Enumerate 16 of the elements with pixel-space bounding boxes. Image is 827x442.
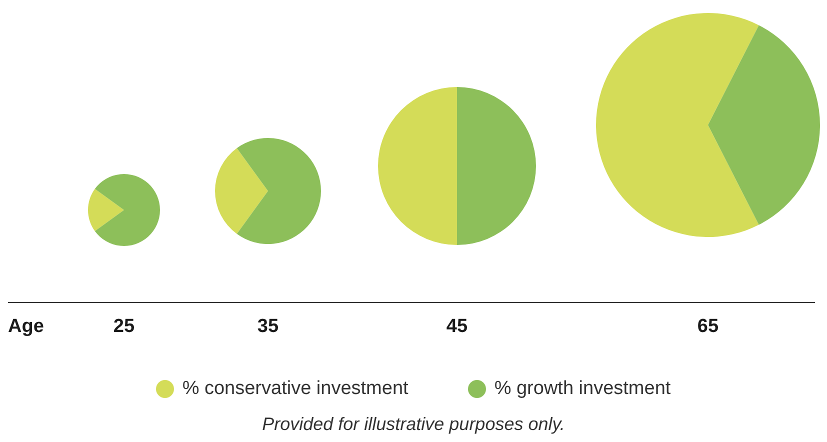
pie-slice [457, 87, 536, 245]
text: 45 [445, 316, 469, 338]
legend-label: % growth investment [494, 378, 671, 400]
text: 25 [112, 316, 136, 338]
pie-slice [378, 87, 457, 245]
pie-slice [94, 174, 160, 246]
pie-slice [708, 25, 820, 225]
text: Provided for illustrative purposes only. [261, 414, 566, 435]
pie-slice [236, 138, 321, 244]
text: 65 [696, 316, 720, 338]
pie-slice [88, 188, 124, 232]
legend-label: % conservative investment [182, 378, 408, 400]
pie-slice [596, 13, 759, 237]
pie-slice [215, 148, 268, 234]
text: 35 [256, 316, 280, 338]
text: Age [8, 316, 44, 338]
